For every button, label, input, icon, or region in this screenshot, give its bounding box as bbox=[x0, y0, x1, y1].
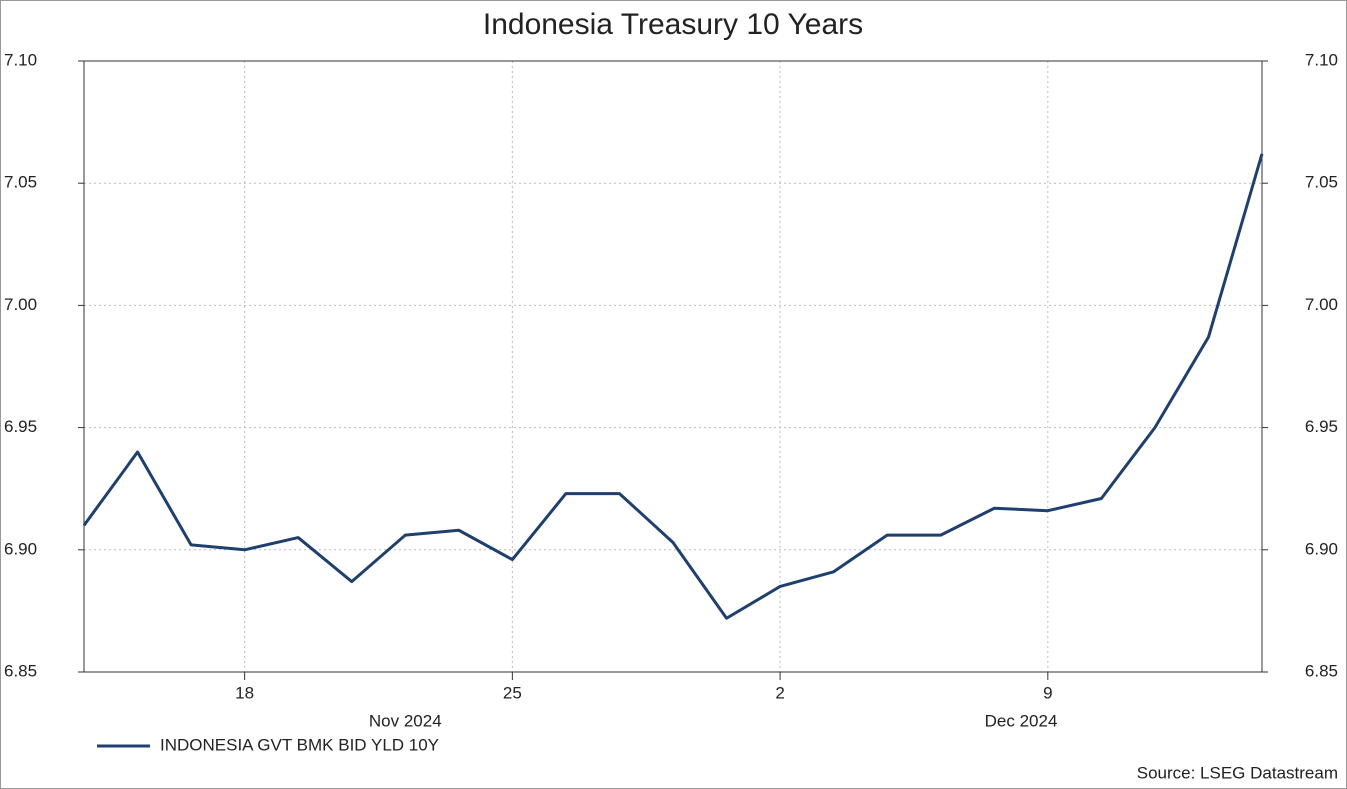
y-tick-label: 6.85 bbox=[4, 661, 37, 680]
y2-tick-label: 6.90 bbox=[1305, 539, 1338, 558]
month-label: Nov 2024 bbox=[369, 711, 442, 730]
plot-border bbox=[83, 60, 1263, 673]
legend-label: INDONESIA GVT BMK BID YLD 10Y bbox=[160, 735, 439, 754]
x-tick-label: 18 bbox=[235, 683, 254, 702]
y2-tick-label: 7.05 bbox=[1305, 173, 1338, 192]
source: Source: LSEG Datastream bbox=[1137, 763, 1338, 782]
y-tick-label: 7.05 bbox=[4, 173, 37, 192]
y2-tick-label: 6.95 bbox=[1305, 417, 1338, 436]
line-series bbox=[82, 153, 1264, 620]
y-tick-label: 7.00 bbox=[4, 295, 37, 314]
x-tick-label: 25 bbox=[503, 683, 522, 702]
y-tick-label: 6.90 bbox=[4, 539, 37, 558]
x-tick-label: 2 bbox=[775, 683, 784, 702]
month-label: Dec 2024 bbox=[985, 711, 1058, 730]
y-tick-label: 7.10 bbox=[4, 50, 37, 69]
chart-title: Indonesia Treasury 10 Years bbox=[483, 8, 863, 41]
x-tick-label: 9 bbox=[1043, 683, 1052, 702]
y2-tick-label: 7.10 bbox=[1305, 50, 1338, 69]
y-tick-label: 6.95 bbox=[4, 417, 37, 436]
y2-tick-label: 6.85 bbox=[1305, 661, 1338, 680]
y2-tick-label: 7.00 bbox=[1305, 295, 1338, 314]
